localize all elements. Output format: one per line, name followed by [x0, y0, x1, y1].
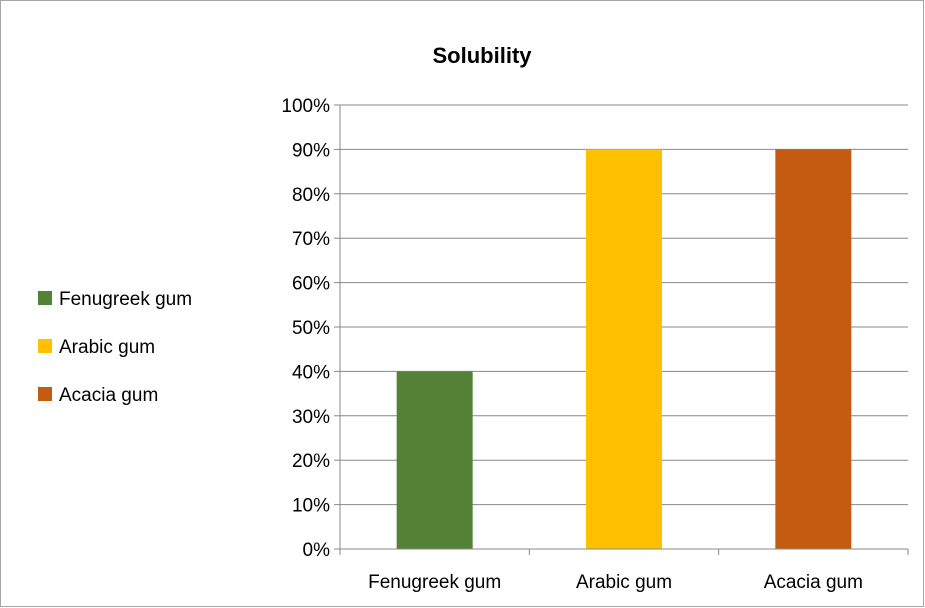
- y-tick-label: 100%: [281, 96, 330, 117]
- y-axis-ticks: 0% 10% 20% 30% 40% 50% 60% 70% 80% 90% 100%: [281, 96, 340, 561]
- x-tick-label: Acacia gum: [764, 572, 863, 593]
- y-tick-label: 20%: [292, 451, 330, 472]
- legend: Fenugreek gum Arabic gum Acacia gum: [38, 289, 192, 406]
- y-tick-label: 50%: [292, 318, 330, 339]
- chart-title: Solubility: [433, 43, 533, 68]
- bar-fenugreek-gum: [396, 371, 473, 549]
- bar-arabic-gum: [586, 149, 662, 549]
- y-tick-label: 0%: [303, 540, 331, 561]
- bar-acacia-gum: [775, 149, 852, 549]
- y-tick-label: 70%: [292, 229, 330, 250]
- x-tick-label: Arabic gum: [576, 572, 672, 593]
- legend-swatch: [38, 291, 52, 305]
- legend-label: Acacia gum: [59, 385, 158, 406]
- legend-swatch: [38, 387, 52, 401]
- x-axis-ticks: Fenugreek gum Arabic gum Acacia gum: [368, 572, 863, 593]
- y-tick-label: 40%: [292, 362, 330, 383]
- legend-label: Arabic gum: [59, 337, 155, 358]
- y-tick-label: 10%: [292, 496, 330, 517]
- axes: [339, 105, 909, 555]
- y-tick-label: 90%: [292, 140, 330, 161]
- bars: [396, 149, 852, 549]
- y-tick-label: 30%: [292, 407, 330, 428]
- legend-swatch: [38, 339, 52, 353]
- x-tick-label: Fenugreek gum: [368, 572, 501, 593]
- y-tick-label: 60%: [292, 274, 330, 295]
- y-tick-label: 80%: [292, 185, 330, 206]
- legend-label: Fenugreek gum: [59, 289, 192, 310]
